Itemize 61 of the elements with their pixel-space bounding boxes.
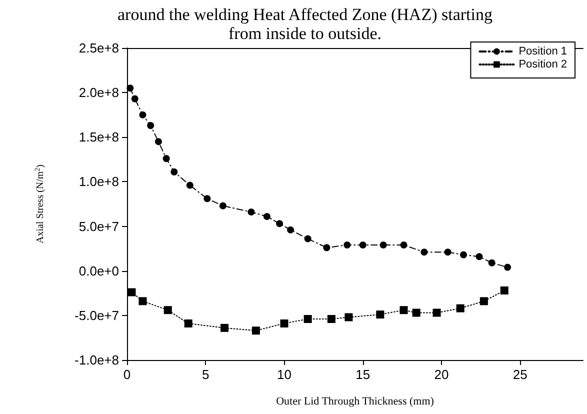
point <box>276 220 284 228</box>
y-tick-label: 5.0e+7 <box>78 218 119 234</box>
point <box>344 313 353 322</box>
x-tick-label: 20 <box>434 367 449 382</box>
x-tick-label: 0 <box>123 367 131 382</box>
point <box>263 212 270 220</box>
point <box>488 259 496 266</box>
point <box>170 168 178 176</box>
point <box>126 84 134 92</box>
x-tick-label: 10 <box>277 367 292 382</box>
x-tick-label: 15 <box>356 367 370 382</box>
y-tick-label: 2.0e+8 <box>78 85 119 100</box>
point <box>344 242 351 249</box>
point <box>304 314 312 323</box>
point <box>444 248 452 256</box>
point <box>504 264 512 271</box>
point <box>280 319 288 328</box>
point <box>131 95 138 102</box>
chart-title: around the welding Heat Affected Zone (HAZ) starting from inside to outside. <box>118 5 493 43</box>
point <box>287 226 294 234</box>
y-tick-label: -1.0e+8 <box>74 352 119 368</box>
point <box>147 122 154 130</box>
point <box>204 195 211 202</box>
point <box>500 286 508 294</box>
x-tick-label: 5 <box>202 367 210 382</box>
point <box>400 306 408 314</box>
point <box>219 202 226 210</box>
point <box>420 248 428 256</box>
point <box>138 297 147 306</box>
point <box>460 251 467 258</box>
point <box>186 182 194 189</box>
point <box>327 314 336 323</box>
point <box>456 304 464 312</box>
point <box>220 324 228 332</box>
point <box>380 242 387 249</box>
point <box>359 242 366 249</box>
point <box>139 111 146 118</box>
point <box>412 308 420 317</box>
x-axis-title: Outer Lid Through Thickness (mm) <box>276 396 434 408</box>
point <box>154 138 162 146</box>
point <box>323 244 330 252</box>
point <box>376 310 384 319</box>
point <box>480 297 488 306</box>
point <box>476 253 483 260</box>
legend-label: Position 1 <box>518 46 568 58</box>
point <box>162 155 170 162</box>
y-tick-label: -5.0e+7 <box>74 308 119 323</box>
point <box>184 319 192 328</box>
y-tick-label: 0.0e+0 <box>78 263 119 278</box>
y-tick-label: 1.0e+8 <box>78 174 119 190</box>
point <box>400 242 408 249</box>
x-tick-label: 25 <box>512 367 528 382</box>
point <box>248 208 255 216</box>
point <box>304 235 312 242</box>
legend-label: Position 2 <box>518 58 568 70</box>
y-tick-label: 1.5e+8 <box>78 130 119 145</box>
point <box>128 288 136 296</box>
point <box>164 306 172 314</box>
point <box>432 308 441 317</box>
point <box>252 326 260 335</box>
y-tick-label: 2.5e+8 <box>78 40 119 56</box>
